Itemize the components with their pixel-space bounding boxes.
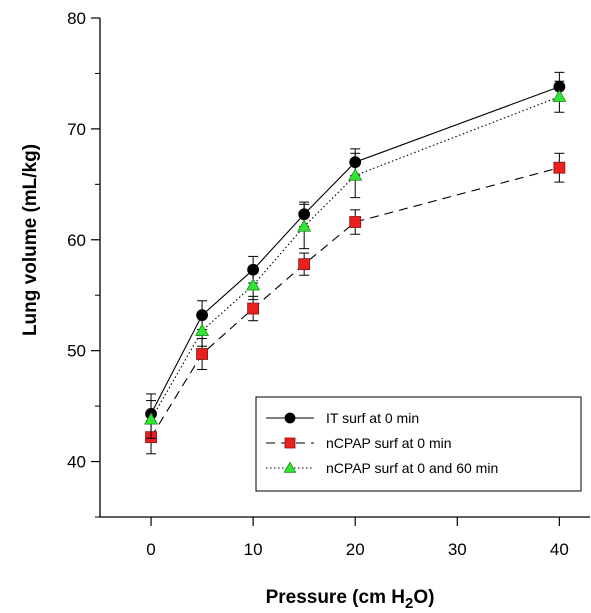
legend-marker xyxy=(284,412,296,424)
x-axis-title: Pressure (cm H2O) xyxy=(266,587,435,612)
series-line xyxy=(150,86,560,415)
data-point xyxy=(552,89,567,102)
y-tick-label: 50 xyxy=(67,342,86,361)
legend-label: nCPAP surf at 0 and 60 min xyxy=(326,460,498,476)
legend-label: IT surf at 0 min xyxy=(326,410,419,426)
series-1 xyxy=(145,71,566,435)
y-axis-title: Lung volume (mL/kg) xyxy=(20,144,41,336)
data-point xyxy=(298,258,311,271)
data-point xyxy=(349,216,362,228)
legend-marker xyxy=(284,437,296,449)
y-tick-label: 70 xyxy=(67,120,86,139)
x-tick-label: 0 xyxy=(146,540,155,559)
x-tick-label: 30 xyxy=(448,540,467,559)
series-line xyxy=(150,167,560,438)
data-point xyxy=(246,278,261,291)
legend-marker xyxy=(283,461,297,473)
data-point xyxy=(297,219,312,232)
data-point xyxy=(195,323,210,336)
y-tick-label: 80 xyxy=(67,9,86,28)
x-tick-label: 20 xyxy=(346,540,365,559)
data-point xyxy=(144,412,159,425)
x-tick-label: 10 xyxy=(244,540,263,559)
series-3 xyxy=(144,80,567,439)
data-point xyxy=(348,168,363,181)
y-tick-label: 60 xyxy=(67,231,86,250)
plot-area xyxy=(144,71,567,455)
legend-label: nCPAP surf at 0 min xyxy=(326,435,452,451)
series-line xyxy=(150,96,560,420)
data-point xyxy=(247,302,260,315)
axes: 0 10 20 30 40 40 50 60 70 80 xyxy=(67,9,590,559)
legend-box xyxy=(255,396,582,492)
data-point xyxy=(196,348,208,360)
data-point xyxy=(553,161,566,174)
legend: IT surf at 0 min nCPAP surf at 0 min nCPAP… xyxy=(255,396,582,492)
x-tick-label: 40 xyxy=(550,540,569,559)
y-tick-label: 40 xyxy=(67,453,86,472)
series-2 xyxy=(145,152,566,455)
